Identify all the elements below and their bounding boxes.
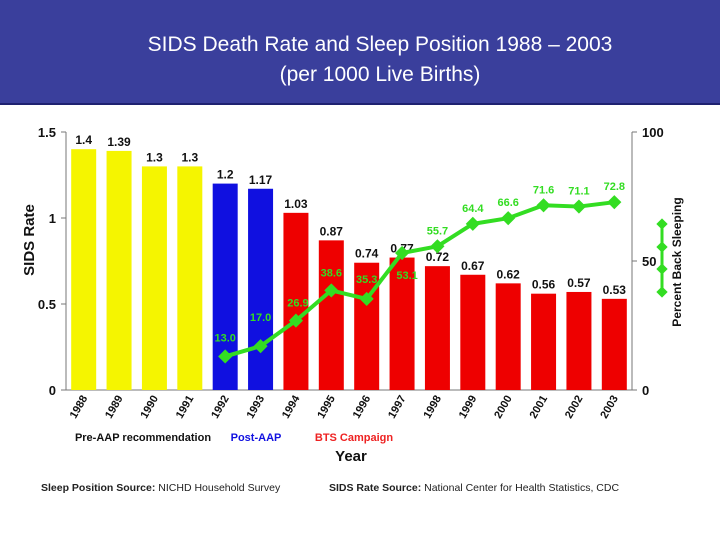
line-value-label: 13.0 bbox=[214, 332, 235, 344]
back-sleeping-point bbox=[324, 283, 339, 298]
bar-value-label: 1.3 bbox=[146, 150, 163, 164]
footer-sleep-source: Sleep Position Source: NICHD Household S… bbox=[41, 482, 280, 494]
line-value-label: 72.8 bbox=[604, 181, 625, 193]
footer-sids-source-value: National Center for Health Statistics, C… bbox=[424, 482, 620, 494]
bar-value-label: 1.3 bbox=[181, 150, 198, 164]
x-tick-label: 1996 bbox=[351, 394, 374, 421]
y-tick-label: 0 bbox=[49, 383, 56, 398]
x-tick-label: 1988 bbox=[68, 394, 91, 421]
period-label-pre-aap: Pre-AAP recommendation bbox=[75, 432, 211, 444]
bar-2000 bbox=[495, 283, 521, 390]
bar-value-label: 1.2 bbox=[217, 168, 234, 182]
x-tick-label: 1998 bbox=[421, 394, 444, 421]
bar-value-label: 1.39 bbox=[107, 135, 131, 149]
line-value-label: 71.1 bbox=[568, 186, 589, 198]
footer-sids-source-label: SIDS Rate Source: bbox=[329, 482, 422, 494]
bar-1990 bbox=[141, 166, 167, 390]
bar-value-label: 0.53 bbox=[603, 283, 627, 297]
period-label-bts-campaign: BTS Campaign bbox=[315, 432, 394, 444]
back-sleeping-point bbox=[288, 313, 304, 328]
back-sleeping-point bbox=[465, 216, 480, 231]
legend-marker bbox=[656, 218, 668, 230]
back-sleeping-point bbox=[571, 199, 587, 214]
legend-marker bbox=[656, 241, 668, 253]
bar-value-label: 0.74 bbox=[355, 247, 379, 261]
bar-value-label: 0.57 bbox=[567, 276, 591, 290]
line-value-label: 38.6 bbox=[321, 267, 342, 279]
bar-value-label: 0.62 bbox=[497, 267, 521, 281]
back-sleeping-point bbox=[607, 195, 622, 210]
legend-marker bbox=[656, 263, 668, 275]
footer-sleep-source-label: Sleep Position Source: bbox=[41, 482, 156, 494]
line-value-label: 55.7 bbox=[427, 225, 448, 237]
footer-sids-source: SIDS Rate Source: National Center for He… bbox=[329, 482, 619, 494]
bar-1996 bbox=[354, 262, 380, 390]
bar-1991 bbox=[177, 166, 203, 390]
back-sleeping-point bbox=[218, 349, 233, 364]
y-tick-label: 0.5 bbox=[38, 297, 56, 312]
page-subtitle: (per 1000 Live Births) bbox=[279, 63, 481, 86]
line-value-label: 35.3 bbox=[356, 274, 377, 286]
x-tick-label: 1994 bbox=[280, 393, 303, 421]
y-tick-label: 1.5 bbox=[38, 125, 56, 140]
back-sleeping-point bbox=[430, 239, 445, 254]
bar-1994 bbox=[283, 212, 309, 390]
back-sleeping-point bbox=[359, 291, 374, 306]
bar-1993 bbox=[248, 188, 274, 390]
x-tick-label: 2000 bbox=[492, 394, 515, 421]
bar-2001 bbox=[531, 293, 557, 390]
line-value-label: 53.1 bbox=[396, 270, 417, 282]
line-value-label: 64.4 bbox=[462, 203, 484, 215]
y-axis-title: SIDS Rate bbox=[21, 204, 38, 276]
line-value-label: 17.0 bbox=[250, 312, 271, 324]
bar-1988 bbox=[71, 149, 97, 390]
x-tick-label: 1990 bbox=[138, 394, 161, 421]
y-tick-label: 1 bbox=[49, 211, 56, 226]
x-axis-title: Year bbox=[335, 448, 367, 465]
bar-value-label: 0.67 bbox=[461, 259, 485, 273]
footer-sleep-source-value: NICHD Household Survey bbox=[158, 482, 281, 494]
title-banner: SIDS Death Rate and Sleep Position 1988 … bbox=[0, 0, 720, 103]
bar-value-label: 0.56 bbox=[532, 278, 556, 292]
back-sleeping-point bbox=[501, 211, 516, 226]
back-sleeping-point bbox=[394, 245, 410, 261]
x-tick-label: 2002 bbox=[563, 394, 586, 421]
bar-1989 bbox=[106, 150, 132, 390]
bar-value-label: 1.17 bbox=[249, 173, 273, 187]
bar-1995 bbox=[318, 240, 344, 390]
bar-value-label: 1.03 bbox=[284, 197, 308, 211]
x-tick-label: 1992 bbox=[209, 394, 232, 421]
back-sleeping-point bbox=[536, 198, 551, 213]
bar-value-label: 0.72 bbox=[426, 250, 450, 264]
header-divider bbox=[0, 103, 720, 105]
legend-markers bbox=[656, 218, 668, 298]
period-label-post-aap: Post-AAP bbox=[231, 432, 282, 444]
page-title: SIDS Death Rate and Sleep Position 1988 … bbox=[147, 33, 613, 56]
x-tick-label: 1991 bbox=[174, 394, 197, 421]
line-value-label: 71.6 bbox=[533, 184, 554, 196]
y2-tick-label: 50 bbox=[642, 254, 656, 269]
bar-1998 bbox=[424, 266, 450, 390]
x-tick-label: 2003 bbox=[598, 394, 621, 421]
bar-1997 bbox=[389, 257, 415, 390]
line-value-label: 26.9 bbox=[287, 298, 308, 310]
line-value-label: 66.6 bbox=[497, 197, 518, 209]
y2-tick-label: 0 bbox=[642, 383, 649, 398]
x-tick-label: 1989 bbox=[103, 394, 126, 421]
bar-value-label: 0.87 bbox=[320, 224, 344, 238]
bar-2002 bbox=[566, 291, 592, 390]
bar-1999 bbox=[460, 274, 486, 390]
back-sleeping-point bbox=[253, 339, 268, 354]
x-tick-label: 1993 bbox=[245, 394, 268, 421]
x-tick-label: 1999 bbox=[457, 394, 480, 421]
bar-2003 bbox=[601, 298, 627, 390]
x-tick-label: 2001 bbox=[528, 394, 551, 421]
y2-axis-title: Percent Back Sleeping bbox=[670, 197, 684, 326]
bar-value-label: 1.4 bbox=[75, 133, 92, 147]
x-tick-label: 1997 bbox=[386, 394, 409, 421]
y2-tick-label: 100 bbox=[642, 125, 664, 140]
x-tick-label: 1995 bbox=[315, 394, 338, 421]
legend-marker bbox=[656, 286, 668, 298]
